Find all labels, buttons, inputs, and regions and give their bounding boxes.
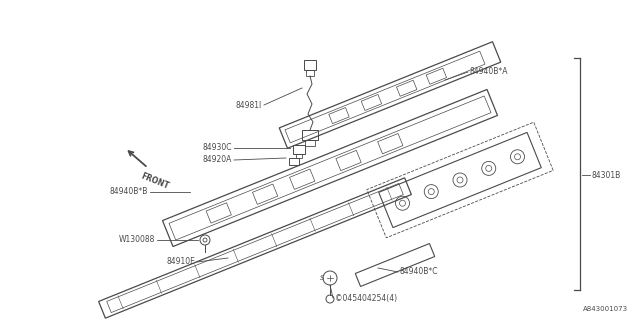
Text: 84930C: 84930C <box>202 143 232 153</box>
Bar <box>306 70 314 76</box>
Text: FRONT: FRONT <box>140 172 171 191</box>
Text: ©045404254(4): ©045404254(4) <box>335 293 397 302</box>
Bar <box>304 60 316 70</box>
Text: W130088: W130088 <box>118 236 155 244</box>
Bar <box>302 130 318 140</box>
Text: 84910E: 84910E <box>166 258 195 267</box>
Text: 84940B*B: 84940B*B <box>109 188 148 196</box>
Bar <box>296 154 302 158</box>
Text: 84940B*C: 84940B*C <box>400 268 438 276</box>
Bar <box>289 158 299 165</box>
Text: 84940B*A: 84940B*A <box>470 68 509 76</box>
Text: S: S <box>320 275 324 281</box>
Text: 84301B: 84301B <box>592 171 621 180</box>
Bar <box>293 145 305 154</box>
Bar <box>305 140 315 146</box>
Text: A843001073: A843001073 <box>583 306 628 312</box>
Text: 84981I: 84981I <box>236 100 262 109</box>
Text: 84920A: 84920A <box>203 156 232 164</box>
